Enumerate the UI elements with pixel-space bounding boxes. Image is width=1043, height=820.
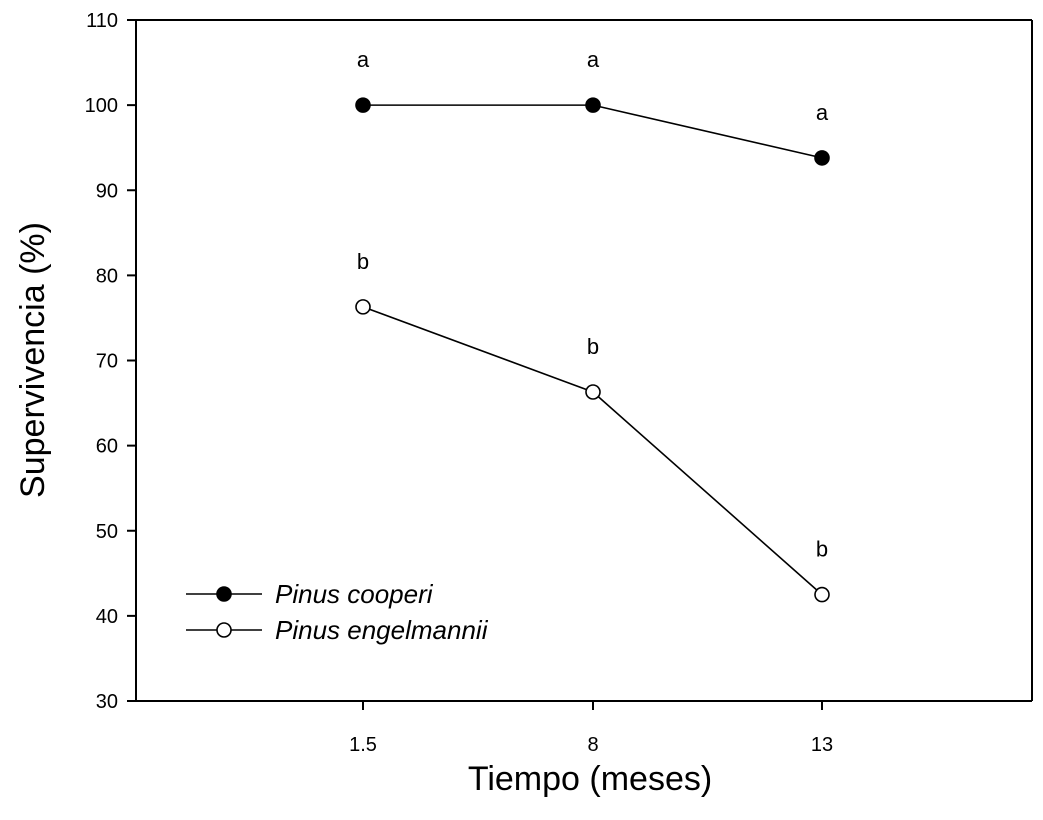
y-tick-label: 50 [96,521,118,543]
significance-label: b [587,334,599,359]
y-axis-title: Supervivencia (%) [14,222,52,498]
y-tick-label: 100 [85,95,118,117]
y-tick-label: 90 [96,180,118,202]
data-point [355,299,371,315]
y-tick-label: 110 [86,10,118,32]
significance-label: a [357,47,370,72]
legend-marker [216,622,232,638]
significance-label: b [357,249,369,274]
legend: Pinus cooperi Pinus engelmannii [186,579,489,645]
y-tick-label: 30 [96,691,118,713]
x-tick-label: 1.5 [349,734,377,756]
series-1: a a a [355,47,830,166]
series-2: b b b [355,249,830,603]
legend-item: Pinus engelmannii [186,615,489,645]
legend-label: Pinus engelmannii [275,615,489,645]
significance-label: a [816,100,829,125]
data-point [355,97,371,113]
y-tick-label: 70 [96,351,118,373]
series-line [363,104,823,159]
x-tick-label: 13 [811,734,833,756]
y-tick-label: 80 [96,265,118,287]
significance-label: b [816,537,828,562]
legend-label: Pinus cooperi [275,579,434,609]
data-point [814,150,830,166]
x-ticks: 1.5 8 13 [349,701,833,756]
legend-marker [216,586,232,602]
y-tick-label: 40 [96,606,118,628]
data-point [585,97,601,113]
data-point [814,586,830,603]
x-axis-title: Tiempo (meses) [468,760,712,798]
series-layer: a a a b b b [355,47,830,603]
axes [135,19,1033,702]
significance-label: a [587,47,600,72]
x-tick-label: 8 [587,734,598,756]
y-tick-label: 60 [96,436,118,458]
y-ticks: 30 40 50 60 70 80 90 100 110 [85,10,136,713]
data-point [585,384,601,400]
legend-item: Pinus cooperi [186,579,434,609]
